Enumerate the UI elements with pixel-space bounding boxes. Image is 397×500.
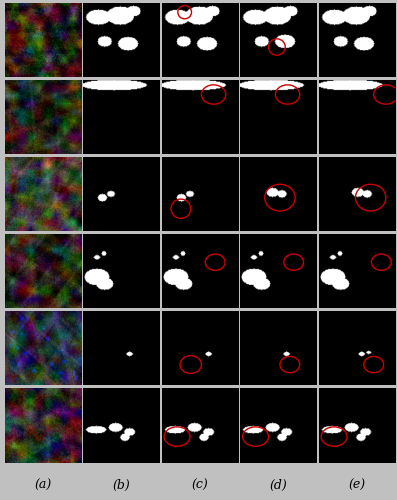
Text: (a): (a): [34, 479, 52, 492]
Text: (d): (d): [270, 479, 287, 492]
Text: (b): (b): [112, 479, 130, 492]
Text: (c): (c): [191, 479, 208, 492]
Text: (e): (e): [349, 479, 366, 492]
